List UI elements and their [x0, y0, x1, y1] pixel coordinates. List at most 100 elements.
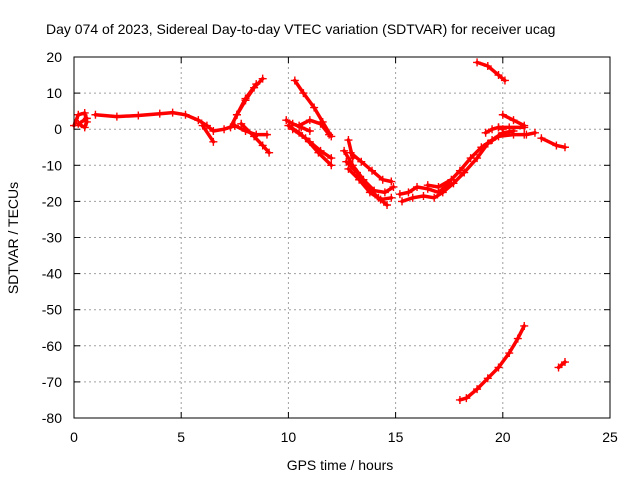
data-point	[340, 146, 349, 155]
series-segment-11	[290, 76, 336, 141]
data-point	[284, 121, 293, 130]
data-point	[460, 168, 469, 177]
data-point	[194, 116, 203, 125]
x-tick-label: 15	[388, 429, 404, 445]
series-trace	[458, 324, 526, 402]
data-point	[355, 175, 364, 184]
data-point	[209, 137, 218, 146]
data-point	[74, 119, 83, 128]
y-tick-label: -30	[42, 230, 62, 246]
data-point	[265, 148, 274, 157]
x-tick-label: 5	[177, 429, 185, 445]
data-point	[80, 108, 89, 117]
data-point	[301, 134, 310, 143]
data-point	[473, 385, 482, 394]
data-point	[438, 188, 447, 197]
data-point	[252, 80, 261, 89]
data-point	[560, 358, 569, 367]
data-point	[494, 363, 503, 372]
data-point	[395, 190, 404, 199]
data-point	[258, 141, 267, 150]
data-point	[80, 123, 89, 132]
y-tick-label: 20	[46, 49, 62, 65]
data-point	[494, 123, 503, 132]
y-tick-label: -40	[42, 266, 62, 282]
y-tick-label: -60	[42, 338, 62, 354]
series-trace	[200, 123, 216, 144]
series-trace	[297, 118, 331, 137]
data-point	[299, 89, 308, 98]
data-point	[82, 114, 91, 123]
data-point	[430, 193, 439, 202]
data-point	[473, 58, 482, 67]
data-point	[316, 119, 325, 128]
y-tick-label: -70	[42, 374, 62, 390]
data-point	[368, 166, 377, 175]
series-trace	[556, 360, 567, 370]
series-segment-23	[494, 123, 529, 132]
axes: 0 5 10 15 20 25 20 10 0 -10 -20 -30 -40 -50 -60 -70 -80	[42, 49, 618, 445]
x-tick-label: 10	[281, 429, 297, 445]
chart-title: Day 074 of 2023, Sidereal Day-to-day VTE…	[46, 21, 555, 37]
data-point	[155, 109, 164, 118]
data-point	[237, 119, 246, 128]
data-point	[404, 188, 413, 197]
y-axis-label: SDTVAR / TECUs	[5, 182, 21, 294]
data-point	[494, 71, 503, 80]
data-point	[398, 197, 407, 206]
series-segment-28	[554, 358, 569, 372]
data-point	[376, 195, 385, 204]
data-point	[327, 154, 336, 163]
series-segment-7	[237, 119, 274, 157]
data-point	[387, 193, 396, 202]
data-point	[462, 394, 471, 403]
data-point	[513, 334, 522, 343]
data-point	[522, 130, 531, 139]
series-segment-26	[473, 58, 509, 85]
series-trace	[239, 122, 271, 155]
data-point	[447, 175, 456, 184]
series-trace	[342, 149, 396, 195]
data-point	[258, 74, 267, 83]
data-point	[481, 128, 490, 137]
data-point	[112, 112, 121, 121]
y-tick-label: -50	[42, 302, 62, 318]
data-point	[554, 363, 563, 372]
data-point	[357, 157, 366, 166]
data-point	[537, 134, 546, 143]
data-point	[552, 141, 561, 150]
x-tick-label: 25	[602, 429, 618, 445]
data-point	[290, 76, 299, 85]
data-point	[327, 161, 336, 170]
data-point	[220, 125, 229, 134]
data-point	[91, 110, 100, 119]
series-segment-12	[295, 116, 334, 139]
data-point	[288, 125, 297, 134]
data-point	[168, 108, 177, 117]
data-point	[520, 123, 529, 132]
data-point	[509, 116, 518, 125]
data-point	[560, 143, 569, 152]
data-point	[378, 175, 387, 184]
data-point	[314, 148, 323, 157]
data-point	[477, 143, 486, 152]
data-point	[305, 116, 314, 125]
data-point	[74, 110, 83, 119]
series-segment-24	[522, 128, 539, 139]
series-segment-5	[232, 80, 261, 119]
data-point	[434, 182, 443, 191]
data-point	[413, 182, 422, 191]
data-point	[198, 121, 207, 130]
data-point	[423, 181, 432, 190]
data-point	[500, 76, 509, 85]
data-point	[226, 123, 235, 132]
series-segment-27	[455, 321, 529, 404]
data-point	[342, 157, 351, 166]
data-point	[488, 125, 497, 134]
data-point	[262, 130, 271, 139]
series-segment-10	[288, 125, 336, 170]
x-axis-label: GPS time / hours	[287, 457, 394, 473]
grid	[74, 57, 610, 418]
